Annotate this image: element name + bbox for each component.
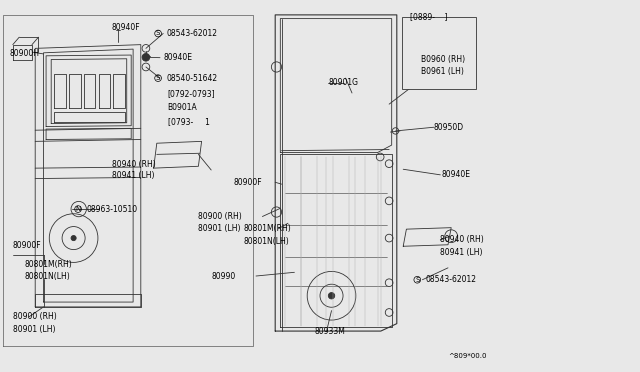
Text: 80990: 80990 bbox=[211, 272, 236, 280]
Text: 80900 (RH): 80900 (RH) bbox=[198, 212, 242, 221]
Text: 08543-62012: 08543-62012 bbox=[426, 275, 477, 284]
Text: 08540-51642: 08540-51642 bbox=[166, 74, 218, 83]
Text: ^809*00.0: ^809*00.0 bbox=[448, 353, 486, 359]
Bar bbox=[402, 17, 476, 89]
Text: 80801M(RH): 80801M(RH) bbox=[24, 260, 72, 269]
Text: S: S bbox=[156, 75, 160, 81]
Text: S: S bbox=[415, 277, 419, 283]
Text: 80900F: 80900F bbox=[13, 241, 42, 250]
Text: 80801N(LH): 80801N(LH) bbox=[243, 237, 289, 246]
Text: 80940 (RH): 80940 (RH) bbox=[112, 160, 156, 169]
Text: 80940 (RH): 80940 (RH) bbox=[440, 235, 484, 244]
Circle shape bbox=[71, 235, 76, 241]
Text: N: N bbox=[76, 206, 81, 212]
Text: 80901 (LH): 80901 (LH) bbox=[198, 224, 241, 233]
Text: 08963-10510: 08963-10510 bbox=[86, 205, 138, 214]
Circle shape bbox=[328, 292, 335, 299]
Text: B0901A: B0901A bbox=[168, 103, 197, 112]
Circle shape bbox=[142, 54, 150, 61]
Text: 80900 (RH): 80900 (RH) bbox=[13, 312, 56, 321]
Text: 80901 (LH): 80901 (LH) bbox=[13, 325, 55, 334]
Text: 80940F: 80940F bbox=[112, 23, 141, 32]
Text: [0889-    ]: [0889- ] bbox=[410, 12, 447, 21]
Text: [0793-     1: [0793- 1 bbox=[168, 118, 209, 126]
Text: 80901G: 80901G bbox=[328, 78, 358, 87]
Text: 08543-62012: 08543-62012 bbox=[166, 29, 218, 38]
Text: 80900H: 80900H bbox=[10, 49, 40, 58]
Text: 80900F: 80900F bbox=[234, 178, 262, 187]
Text: 80941 (LH): 80941 (LH) bbox=[112, 171, 154, 180]
Text: [0792-0793]: [0792-0793] bbox=[168, 89, 215, 98]
Text: 80940E: 80940E bbox=[163, 53, 192, 62]
Text: 80933M: 80933M bbox=[315, 327, 346, 336]
Text: 80940E: 80940E bbox=[442, 170, 470, 179]
Text: B0961 (LH): B0961 (LH) bbox=[421, 67, 464, 76]
Text: 80941 (LH): 80941 (LH) bbox=[440, 248, 483, 257]
Text: B0960 (RH): B0960 (RH) bbox=[421, 55, 465, 64]
Text: 80801M(RH): 80801M(RH) bbox=[243, 224, 291, 233]
Text: 80801N(LH): 80801N(LH) bbox=[24, 272, 70, 280]
Text: 80950D: 80950D bbox=[434, 123, 464, 132]
Text: S: S bbox=[156, 31, 160, 36]
